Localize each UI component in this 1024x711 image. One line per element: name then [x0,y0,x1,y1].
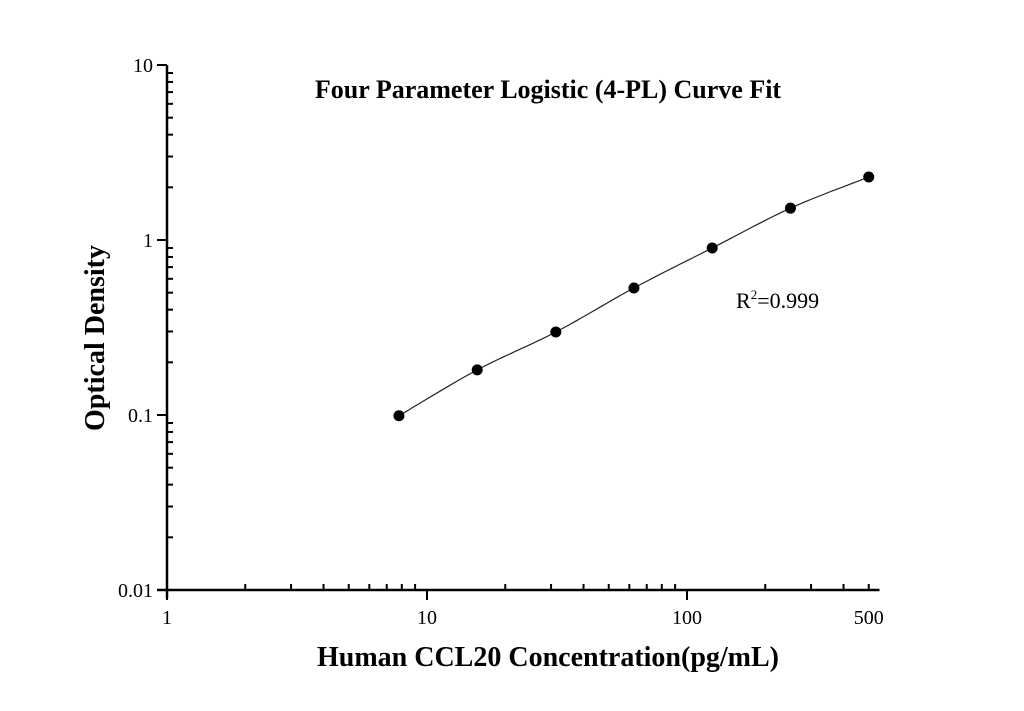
y-tick-label: 0.01 [118,580,153,602]
x-tick-label: 500 [854,607,884,629]
chart-title: Four Parameter Logistic (4-PL) Curve Fit [315,75,782,104]
data-point [863,171,875,183]
data-point [393,410,405,422]
x-axis-label: Human CCL20 Concentration(pg/mL) [317,642,779,673]
y-axis-label: Optical Density [80,245,111,431]
axes: 0.01 0.1 1 10 1 10 100 500 [118,55,884,629]
data-point [550,326,562,338]
x-tick-label: 1 [162,607,172,629]
data-point [471,364,483,376]
r-squared-annotation: R2=0.999 [736,287,819,313]
data-points [393,171,875,422]
y-tick-label: 0.1 [128,405,153,427]
y-tick-label: 10 [133,55,153,77]
x-tick-label: 10 [417,607,437,629]
data-point [628,282,640,294]
data-point [784,202,796,214]
x-tick-label: 100 [672,607,702,629]
data-point [706,242,718,254]
y-tick-label: 1 [143,230,153,252]
